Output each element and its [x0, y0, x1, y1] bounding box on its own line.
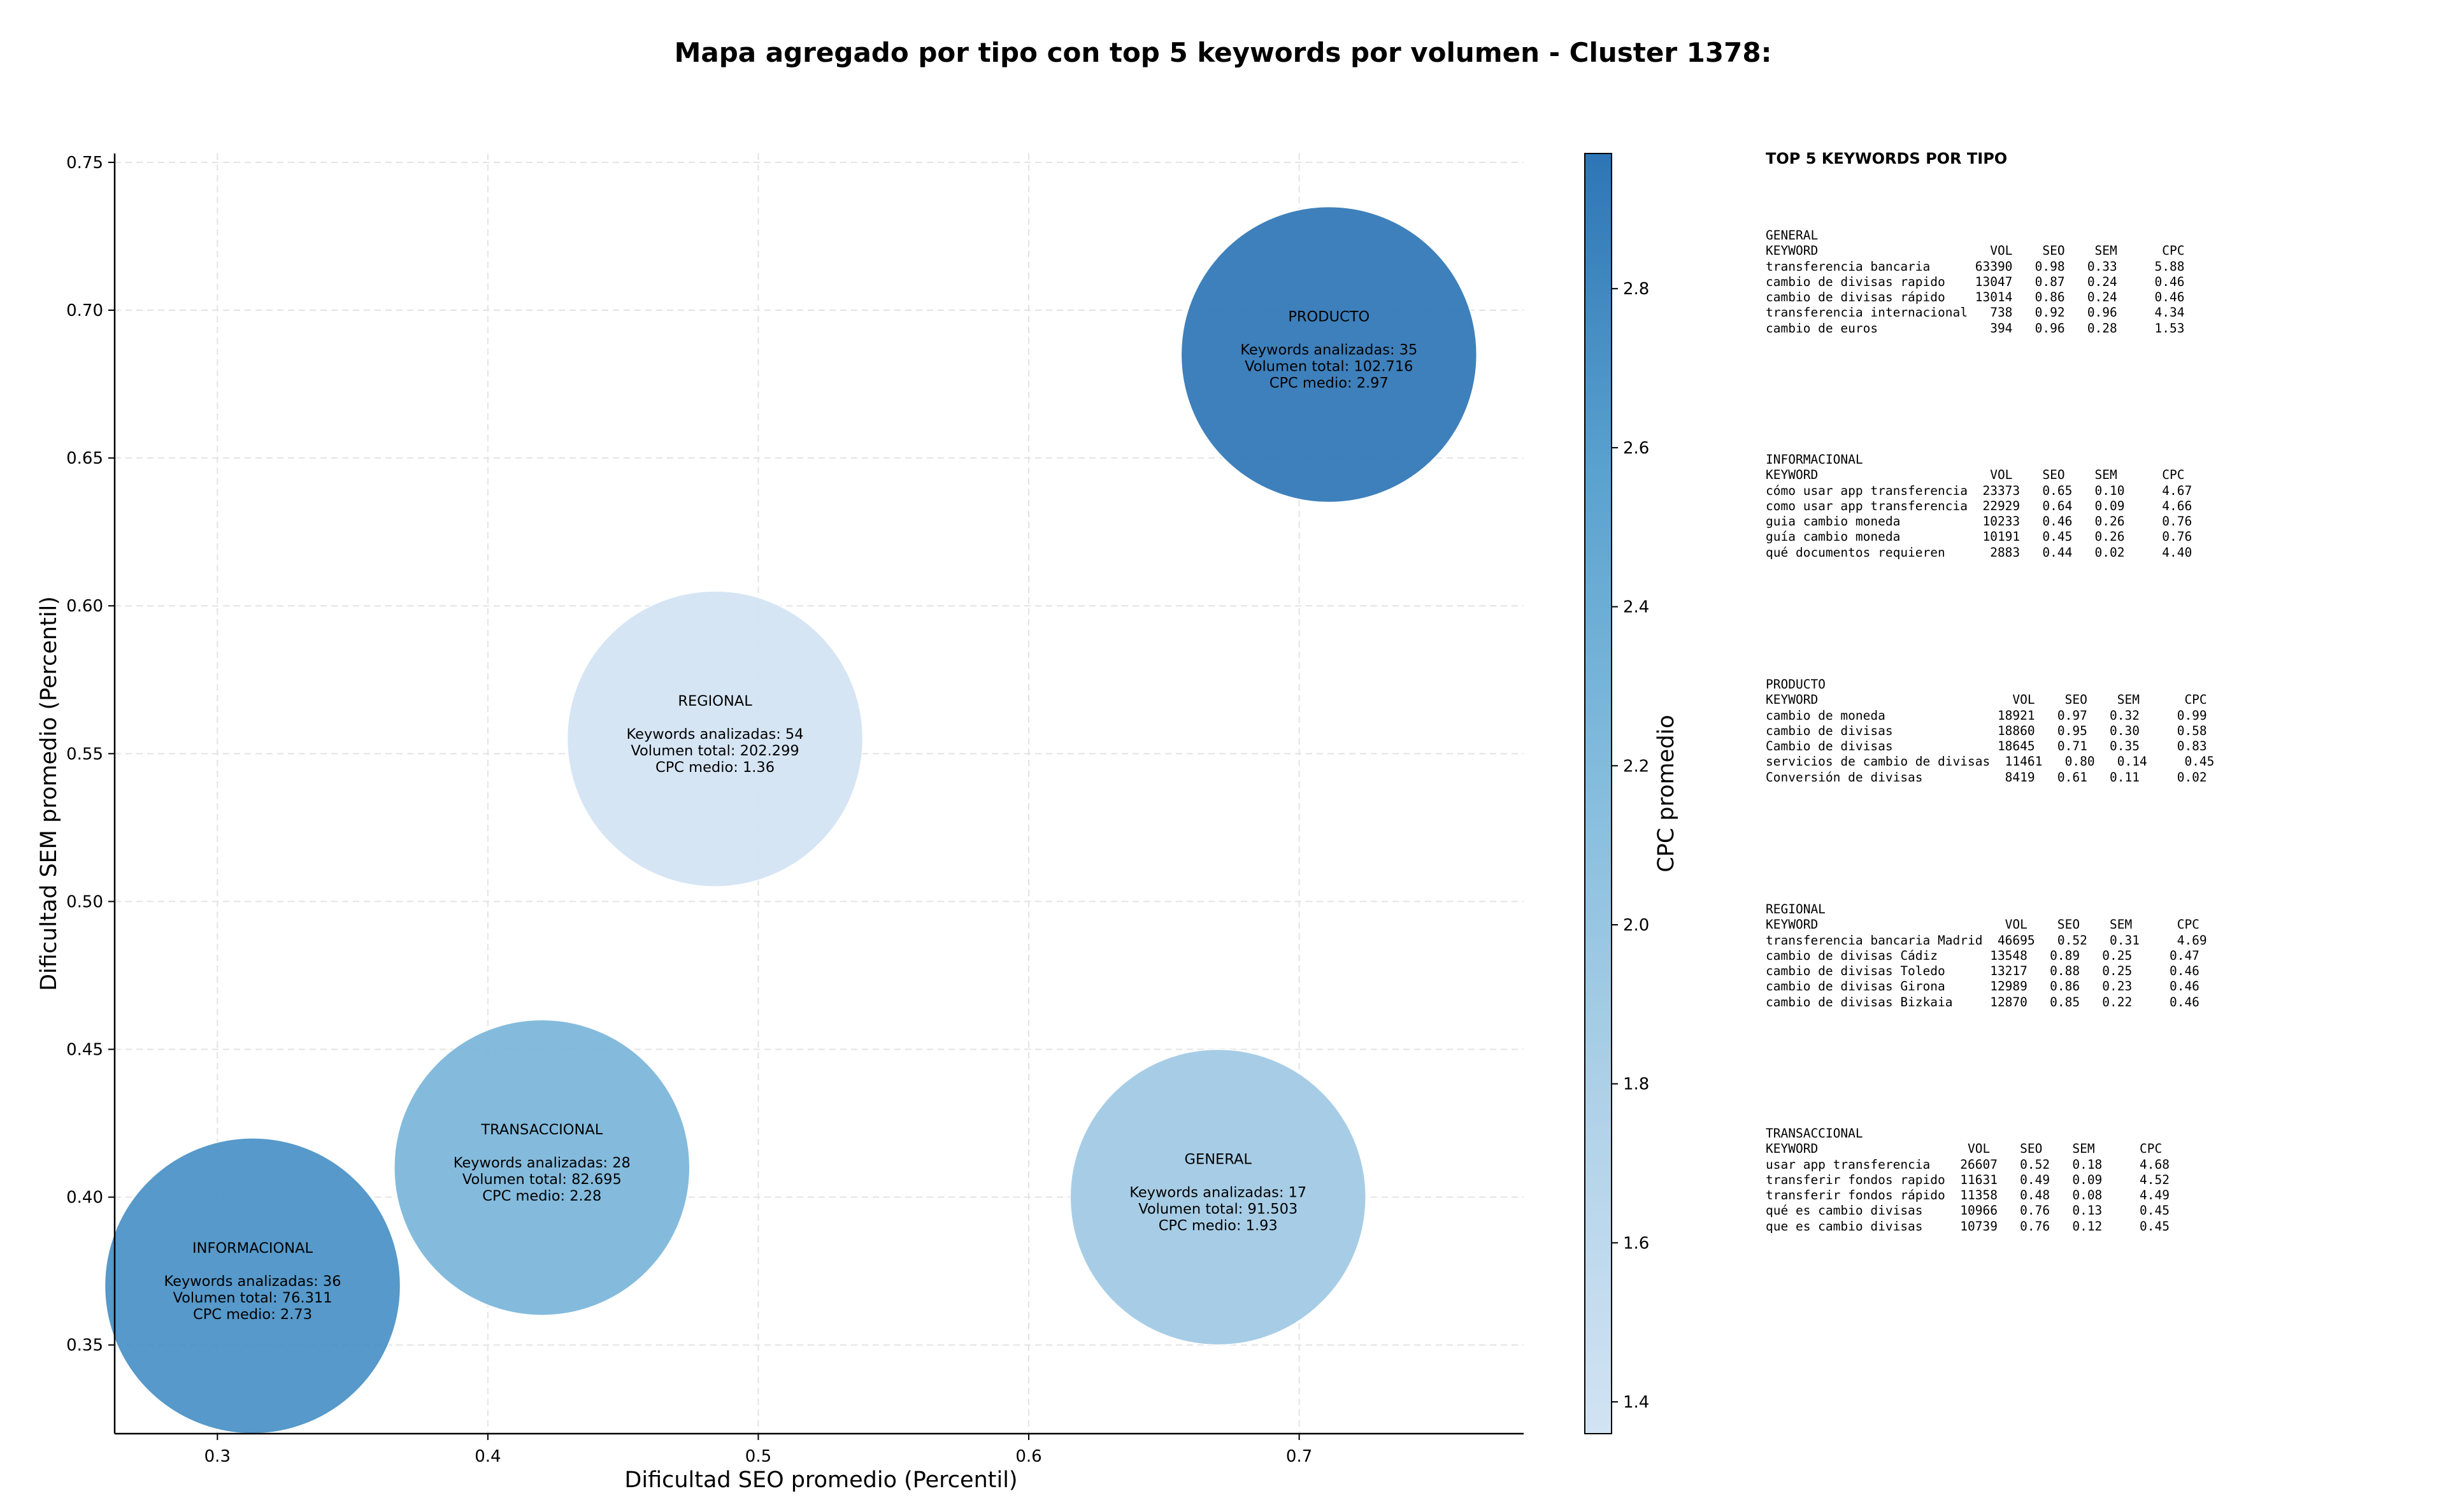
y-tick-label: 0.40 [66, 1188, 103, 1208]
colorbar-tick-label: 2.8 [1623, 280, 1649, 299]
colorbar-tick-label: 2.6 [1623, 439, 1649, 458]
y-tick-label: 0.75 [66, 153, 103, 173]
bubble-label-keywords-line: Keywords analizadas: 54 [627, 726, 804, 743]
keyword-block-informacional: INFORMACIONAL KEYWORD VOL SEO SEM CPC có… [1766, 452, 2428, 560]
keyword-block-transaccional: TRANSACCIONAL KEYWORD VOL SEO SEM CPC us… [1766, 1126, 2428, 1234]
x-tick-label: 0.7 [1286, 1447, 1312, 1466]
keyword-block-general: GENERAL KEYWORD VOL SEO SEM CPC transfer… [1766, 228, 2428, 336]
x-tick-label: 0.3 [204, 1447, 231, 1466]
bubble-label-tipo: GENERAL [1185, 1152, 1252, 1168]
keyword-block-regional: REGIONAL KEYWORD VOL SEO SEM CPC transfe… [1766, 902, 2428, 1010]
top-keywords-panel: TOP 5 KEYWORDS POR TIPO GENERAL KEYWORD … [1766, 149, 2428, 1234]
bubble-circle [566, 590, 864, 887]
bubble-label-keywords-line: Keywords analizadas: 35 [1240, 342, 1417, 359]
y-tick-label: 0.60 [66, 597, 103, 616]
top-keywords-title: TOP 5 KEYWORDS POR TIPO [1766, 150, 2008, 168]
bubble-label-volumen-line: Volumen total: 91.503 [1138, 1201, 1298, 1218]
bubble-label-cpc-line: CPC medio: 1.93 [1159, 1218, 1278, 1234]
bubble-label-keywords-line: Keywords analizadas: 17 [1129, 1185, 1306, 1201]
bubble-label-keywords-line: Keywords analizadas: 36 [164, 1273, 341, 1290]
colorbar-gradient [1584, 153, 1612, 1434]
bubble-label-tipo: PRODUCTO [1288, 309, 1370, 325]
colorbar-tick-label: 2.0 [1623, 916, 1649, 935]
bubble-circle [1069, 1048, 1366, 1346]
bubble-label-cpc-line: CPC medio: 2.28 [482, 1188, 601, 1204]
keyword-table-informacional: INFORMACIONAL KEYWORD VOL SEO SEM CPC có… [1766, 452, 2192, 560]
colorbar-tick-label: 2.2 [1623, 757, 1649, 776]
bubble-circle [1180, 206, 1478, 503]
y-tick-label: 0.55 [66, 745, 103, 764]
colorbar-tick-label: 1.8 [1623, 1075, 1649, 1094]
bubble-label-tipo: TRANSACCIONAL [480, 1122, 603, 1138]
bubble-label-volumen-line: Volumen total: 76.311 [173, 1290, 333, 1306]
bubble-label-volumen-line: Volumen total: 202.299 [631, 743, 799, 759]
colorbar-label: CPC promedio [1654, 715, 1679, 872]
y-tick-label: 0.65 [66, 449, 103, 468]
y-tick-label: 0.35 [66, 1336, 103, 1355]
bubble-label-volumen-line: Volumen total: 102.716 [1245, 359, 1413, 375]
bubble-label-cpc-line: CPC medio: 2.73 [193, 1306, 312, 1323]
keyword-table-producto: PRODUCTO KEYWORD VOL SEO SEM CPC cambio … [1766, 677, 2215, 785]
x-tick-label: 0.4 [475, 1447, 501, 1466]
axes: 0.3 0.4 0.5 0.6 0.7 0.35 0.40 0.45 0.50 0.55 0.60 0… [66, 153, 1524, 1466]
keyword-table-general: GENERAL KEYWORD VOL SEO SEM CPC transfer… [1766, 228, 2185, 336]
keyword-table-regional: REGIONAL KEYWORD VOL SEO SEM CPC transfe… [1766, 902, 2207, 1009]
bubble-label-tipo: INFORMACIONAL [192, 1240, 313, 1257]
y-axis-label: Dificultad SEM promedio (Percentil) [36, 596, 62, 991]
bubble-transaccional: TRANSACCIONAL Keywords analizadas: 28Volu… [394, 1019, 690, 1316]
x-tick-label: 0.5 [745, 1447, 771, 1466]
colorbar-tick-label: 2.4 [1623, 598, 1649, 617]
bubble-informacional: INFORMACIONAL Keywords analizadas: 36Volu… [104, 1138, 401, 1434]
bubble-label-cpc-line: CPC medio: 1.36 [655, 759, 775, 776]
bubble-label-keywords-line: Keywords analizadas: 28 [454, 1155, 631, 1171]
y-tick-label: 0.50 [66, 892, 103, 911]
x-tick-label: 0.6 [1015, 1447, 1041, 1466]
colorbar-tick-label: 1.6 [1623, 1234, 1649, 1253]
keyword-table-transaccional: TRANSACCIONAL KEYWORD VOL SEO SEM CPC us… [1766, 1126, 2170, 1234]
bubble-circle [394, 1019, 690, 1316]
colorbar: 1.4 1.6 1.8 2.0 2.2 2.4 2.6 2.8 [1584, 153, 1649, 1434]
bubble-label-tipo: REGIONAL [678, 693, 752, 710]
colorbar-tick-label: 1.4 [1623, 1393, 1649, 1412]
x-axis-label: Dificultad SEO promedio (Percentil) [624, 1467, 1017, 1493]
y-tick-label: 0.45 [66, 1041, 103, 1060]
chart-title: Mapa agregado por tipo con top 5 keyword… [675, 37, 1772, 68]
bubble-label-cpc-line: CPC medio: 2.97 [1269, 375, 1389, 392]
y-tick-label: 0.70 [66, 301, 103, 320]
bubble-label-volumen-line: Volumen total: 82.695 [462, 1171, 622, 1188]
keyword-block-producto: PRODUCTO KEYWORD VOL SEO SEM CPC cambio … [1766, 677, 2428, 785]
